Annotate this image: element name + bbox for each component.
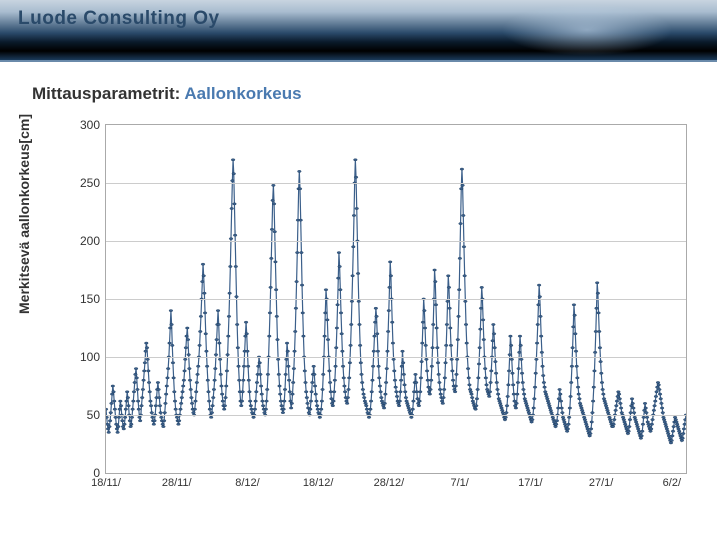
gridline [106,299,686,300]
y-tick-label: 150 [80,292,100,306]
gridline [106,241,686,242]
y-axis-label: Merkitsevä aallonkorkeus[cm] [16,114,32,314]
header-banner: Luode Consulting Oy [0,0,717,62]
title-highlight: Aallonkorkeus [184,84,301,103]
x-tick-label: 28/12/ [374,477,405,489]
x-tick-label: 28/11/ [162,477,192,489]
company-name: Luode Consulting Oy [18,8,220,30]
y-tick-label: 300 [80,118,100,132]
gridline [106,357,686,358]
y-tick-label: 50 [87,408,100,422]
y-tick-label: 200 [80,234,100,248]
x-tick-label: 7/1/ [450,477,468,489]
slide-title: Mittausparametrit: Aallonkorkeus [32,84,717,104]
header-glow [487,0,687,60]
gridline [106,415,686,416]
y-tick-label: 100 [80,350,100,364]
gridline [106,183,686,184]
y-tick-label: 250 [80,176,100,190]
x-tick-label: 8/12/ [235,477,259,489]
x-tick-label: 18/12/ [303,477,334,489]
x-tick-label: 18/11/ [91,477,121,489]
chart-container: Merkitsevä aallonkorkeus[cm] 05010015020… [30,114,697,514]
plot-area: 05010015020025030018/11/28/11/8/12/18/12… [105,124,687,474]
x-tick-label: 6/2/ [663,477,681,489]
title-prefix: Mittausparametrit: [32,84,184,103]
x-tick-label: 17/1/ [518,477,542,489]
x-tick-label: 27/1/ [589,477,613,489]
